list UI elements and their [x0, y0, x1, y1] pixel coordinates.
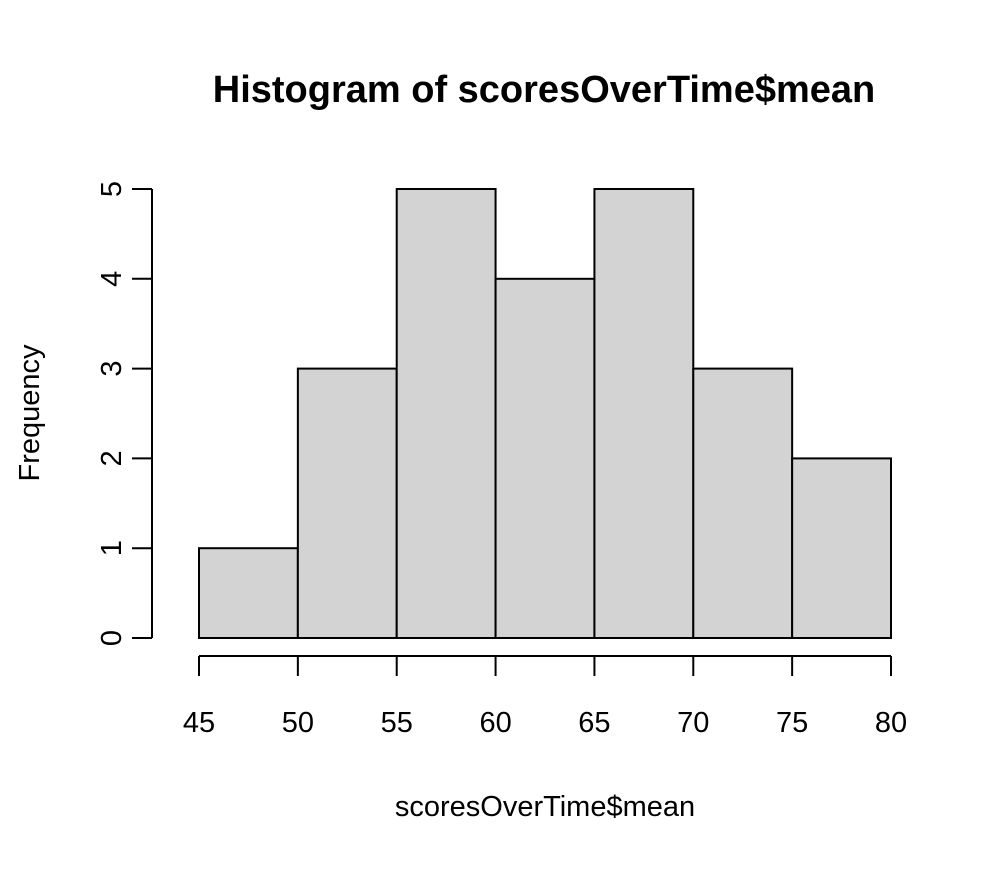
bars-group	[198, 188, 893, 640]
x-axis: 45 50 55 60 65 70 75 80	[183, 655, 907, 739]
histogram-bar-1	[198, 547, 299, 640]
x-axis-title: scoresOverTime$mean	[395, 791, 695, 823]
y-axis: 0 1 2 3 4 5	[96, 181, 153, 646]
histogram-bar-7	[791, 457, 893, 639]
histogram-bar-3	[395, 188, 497, 639]
x-tick-label: 75	[776, 707, 808, 739]
y-tick-label: 0	[96, 630, 128, 646]
histogram-bar-2	[296, 367, 398, 639]
x-tick-label: 60	[479, 707, 511, 739]
histogram-bar-5	[593, 188, 695, 639]
histogram-bar-4	[494, 277, 596, 639]
y-tick-label: 3	[96, 361, 128, 377]
y-tick-label: 1	[96, 540, 128, 556]
x-tick-label: 70	[677, 707, 709, 739]
histogram-bar-6	[692, 367, 794, 639]
x-tick-label: 80	[875, 707, 907, 739]
x-tick-label: 55	[381, 707, 413, 739]
y-axis-title: Frequency	[14, 344, 46, 482]
y-tick-label: 4	[96, 271, 128, 287]
y-tick-label: 2	[96, 450, 128, 466]
x-tick-label: 50	[282, 707, 314, 739]
y-tick-label: 5	[96, 181, 128, 197]
x-tick-label: 65	[578, 707, 610, 739]
x-tick-label: 45	[183, 707, 215, 739]
chart-title: Histogram of scoresOverTime$mean	[213, 69, 875, 111]
